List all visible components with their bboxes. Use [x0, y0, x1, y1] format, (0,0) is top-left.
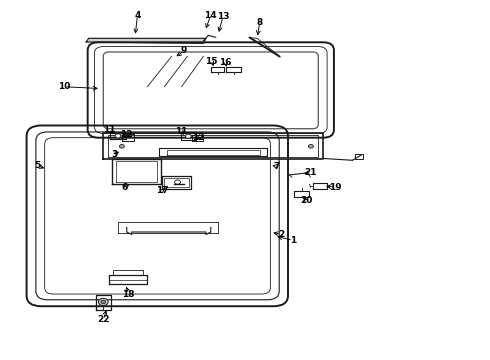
Text: 17: 17	[156, 186, 168, 195]
Text: 11: 11	[103, 125, 116, 134]
Text: 16: 16	[219, 58, 232, 67]
Text: 12: 12	[121, 130, 133, 139]
Text: 9: 9	[181, 46, 187, 55]
Text: 4: 4	[134, 10, 141, 19]
Circle shape	[309, 144, 314, 148]
Circle shape	[115, 134, 121, 138]
Text: 5: 5	[34, 161, 41, 170]
Text: 18: 18	[122, 289, 135, 298]
Text: 1: 1	[290, 236, 296, 245]
Text: 12: 12	[193, 133, 205, 142]
Text: 3: 3	[111, 150, 117, 159]
Text: 22: 22	[97, 315, 110, 324]
Text: 7: 7	[273, 162, 280, 171]
Text: 10: 10	[58, 82, 71, 91]
Text: 13: 13	[217, 12, 229, 21]
Text: 19: 19	[329, 183, 342, 192]
Circle shape	[120, 144, 124, 148]
Circle shape	[101, 300, 106, 304]
Text: 6: 6	[121, 183, 127, 192]
Text: 2: 2	[278, 230, 285, 239]
Text: 11: 11	[175, 127, 188, 136]
Circle shape	[185, 134, 191, 138]
Text: 21: 21	[305, 168, 317, 177]
Text: 20: 20	[300, 196, 312, 205]
Text: 14: 14	[204, 10, 217, 19]
Polygon shape	[86, 39, 206, 43]
Text: 8: 8	[257, 18, 263, 27]
Text: 15: 15	[205, 57, 218, 66]
Circle shape	[98, 298, 108, 306]
